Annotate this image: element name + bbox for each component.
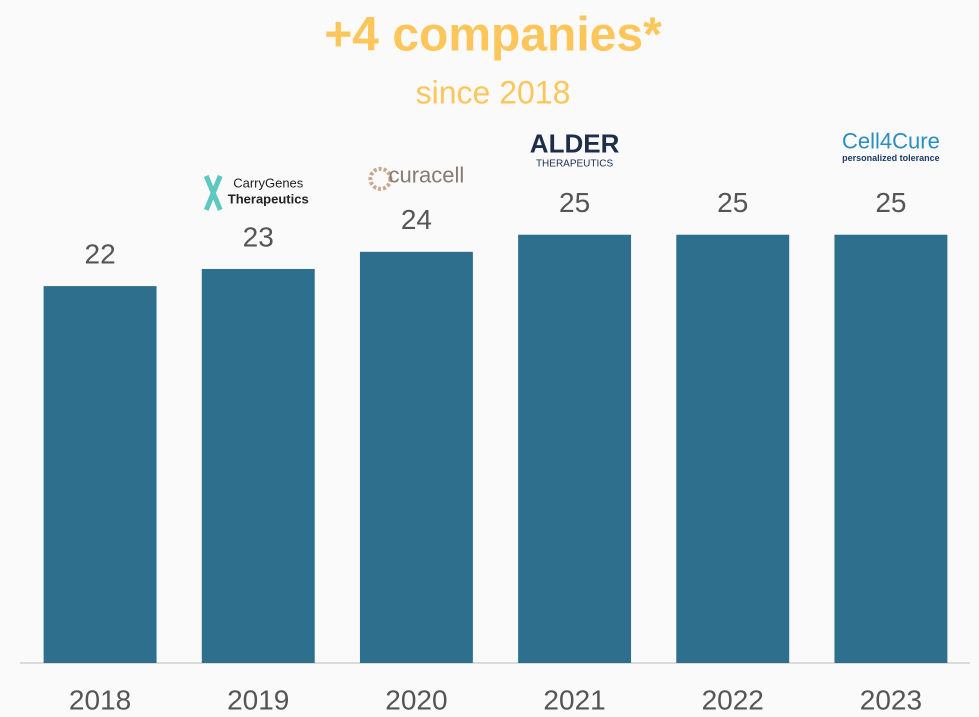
bar xyxy=(201,268,315,663)
value-label: 23 xyxy=(243,221,274,252)
value-label: 25 xyxy=(559,187,590,218)
logo-text: Therapeutics xyxy=(228,191,309,206)
logo-text: THERAPEUTICS xyxy=(536,158,614,169)
bar xyxy=(518,234,632,664)
chart-subtitle: since 2018 xyxy=(416,74,571,110)
x-tick-label: 2022 xyxy=(702,684,764,715)
bar xyxy=(359,251,473,663)
value-label: 25 xyxy=(875,187,906,218)
x-tick-label: 2023 xyxy=(860,684,922,715)
bar xyxy=(676,234,790,664)
value-label: 24 xyxy=(401,204,432,235)
logo-icon xyxy=(203,175,223,211)
x-tick-label: 2018 xyxy=(69,684,131,715)
logo-text: personalized tolerance xyxy=(842,153,940,163)
logo-icon xyxy=(368,166,393,191)
bar xyxy=(43,286,157,663)
x-tick-label: 2021 xyxy=(543,684,605,715)
logo-text: CarryGenes xyxy=(233,175,304,190)
logo-text: curacell xyxy=(389,163,465,188)
x-tick-label: 2019 xyxy=(227,684,289,715)
logo-text: Cell4Cure xyxy=(842,129,940,154)
value-label: 22 xyxy=(85,238,116,269)
value-label: 25 xyxy=(717,187,748,218)
x-tick-label: 2020 xyxy=(385,684,447,715)
logo-text: ALDER xyxy=(530,129,620,159)
chart-title: +4 companies* xyxy=(324,9,662,62)
bar xyxy=(834,234,948,664)
